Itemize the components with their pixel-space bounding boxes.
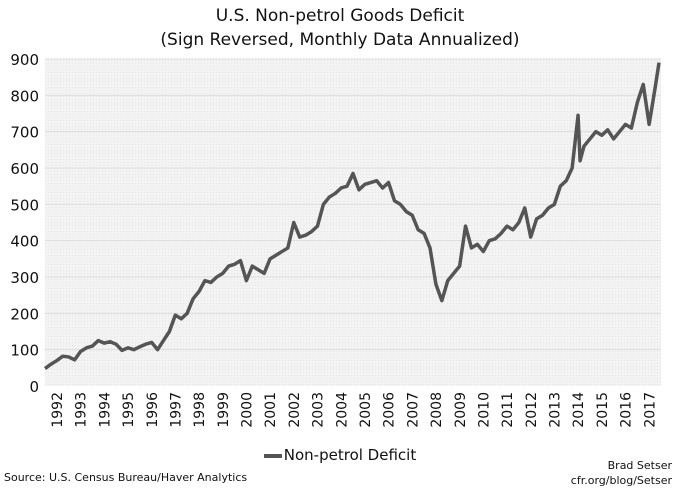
x-tick-label: 1993 xyxy=(74,392,90,428)
x-tick-label: 2007 xyxy=(405,392,421,428)
x-tick-label: 1998 xyxy=(192,392,208,428)
y-tick-label: 500 xyxy=(10,196,39,214)
y-tick-label: 900 xyxy=(10,51,39,69)
attribution: Brad Setser cfr.org/blog/Setser xyxy=(571,458,672,488)
x-tick-label: 2014 xyxy=(571,392,587,428)
x-tick-label: 2010 xyxy=(476,392,492,428)
x-tick-label: 1992 xyxy=(50,392,66,428)
x-tick-label: 2001 xyxy=(263,392,279,428)
x-tick-label: 2006 xyxy=(382,392,398,428)
y-tick-label: 800 xyxy=(10,87,39,105)
legend: Non-petrol Deficit xyxy=(0,446,680,464)
x-tick-label: 2008 xyxy=(429,392,445,428)
x-tick-label: 2011 xyxy=(500,392,516,428)
chart-title: U.S. Non-petrol Goods Deficit xyxy=(215,6,465,26)
x-tick-label: 2005 xyxy=(358,392,374,428)
x-tick-label: 2009 xyxy=(453,392,469,428)
url: cfr.org/blog/Setser xyxy=(570,474,672,487)
x-tick-label: 2016 xyxy=(619,392,635,428)
y-tick-label: 300 xyxy=(10,269,39,287)
plot-area xyxy=(45,59,661,386)
x-tick-label: 1996 xyxy=(145,392,161,428)
chart-subtitle: (Sign Reversed, Monthly Data Annualized) xyxy=(160,30,520,50)
x-tick-label: 2004 xyxy=(334,392,350,428)
x-tick-label: 2013 xyxy=(548,392,564,428)
x-tick-label: 2000 xyxy=(240,392,256,428)
y-tick-label: 700 xyxy=(10,124,39,142)
y-tick-label: 0 xyxy=(29,378,39,396)
author: Brad Setser xyxy=(607,459,672,472)
x-tick-label: 2012 xyxy=(524,392,540,428)
legend-swatch xyxy=(263,453,282,458)
y-tick-label: 100 xyxy=(10,342,39,360)
x-tick-label: 2017 xyxy=(642,392,658,428)
y-tick-label: 600 xyxy=(10,160,39,178)
y-tick-label: 200 xyxy=(10,305,39,323)
x-tick-label: 2003 xyxy=(311,392,327,428)
source-note: Source: U.S. Census Bureau/Haver Analyti… xyxy=(4,471,248,484)
y-tick-label: 400 xyxy=(10,233,39,251)
x-tick-label: 2002 xyxy=(287,392,303,428)
series-line-non-petrol-deficit xyxy=(43,62,661,370)
x-tick-label: 1999 xyxy=(216,392,232,428)
x-tick-label: 2015 xyxy=(595,392,611,428)
x-tick-label: 1997 xyxy=(168,392,184,428)
x-tick-label: 1995 xyxy=(121,392,137,428)
legend-label: Non-petrol Deficit xyxy=(283,446,417,464)
x-tick-label: 1994 xyxy=(97,392,113,428)
